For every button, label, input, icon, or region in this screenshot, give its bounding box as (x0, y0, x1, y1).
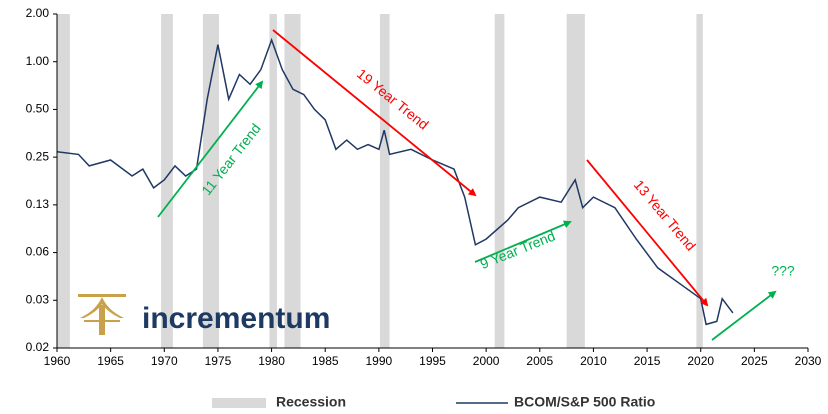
legend-swatch-recession (212, 398, 266, 408)
x-tick-label: 1970 (151, 354, 178, 368)
y-tick-label: 1.00 (26, 54, 50, 68)
x-tick-label: 1990 (366, 354, 393, 368)
x-tick-label: 2010 (580, 354, 607, 368)
ratio-line (56, 37, 734, 326)
x-tick-label: 1965 (97, 354, 124, 368)
x-tick-label: 2005 (526, 354, 553, 368)
x-tick-label: 2000 (473, 354, 500, 368)
recession-band (57, 14, 70, 348)
x-tick-label: 2015 (634, 354, 661, 368)
trend-label: ??? (771, 263, 795, 279)
trend-arrow (157, 80, 264, 218)
y-tick-label: 0.03 (26, 292, 50, 306)
x-tick-label: 1980 (258, 354, 285, 368)
x-tick-label: 2025 (741, 354, 768, 368)
x-tick-label: 1985 (312, 354, 339, 368)
x-tick-label: 1975 (205, 354, 232, 368)
trend-arrow (586, 159, 709, 307)
legend-label-recession: Recession (276, 394, 346, 410)
y-tick-label: 0.13 (26, 197, 50, 211)
recession-band (269, 14, 277, 348)
recession-band (379, 14, 390, 348)
trend-label: 19 Year Trend (354, 65, 432, 132)
recession-band (284, 14, 301, 348)
trend-label: 9 Year Trend (478, 228, 558, 273)
trend-label: 13 Year Trend (631, 177, 699, 254)
y-tick-label: 0.25 (26, 149, 50, 163)
recession-band (494, 14, 505, 348)
y-tick-label: 0.02 (26, 340, 50, 354)
logo-text: incrementum (142, 302, 330, 335)
x-tick-label: 2030 (795, 354, 822, 368)
x-tick-label: 1960 (44, 354, 71, 368)
x-tick-label: 2020 (687, 354, 714, 368)
recession-bands (57, 14, 703, 348)
x-tick-label: 1995 (419, 354, 446, 368)
trend-arrow (272, 29, 477, 197)
trend-arrow (474, 220, 572, 263)
logo-icon (78, 294, 126, 335)
trend-arrow (711, 290, 777, 341)
y-tick-label: 2.00 (26, 6, 50, 20)
recession-band (161, 14, 173, 348)
y-tick-label: 0.50 (26, 102, 50, 116)
legend-label-line: BCOM/S&P 500 Ratio (514, 394, 655, 410)
y-tick-label: 0.06 (26, 245, 50, 259)
recession-band (696, 14, 703, 348)
